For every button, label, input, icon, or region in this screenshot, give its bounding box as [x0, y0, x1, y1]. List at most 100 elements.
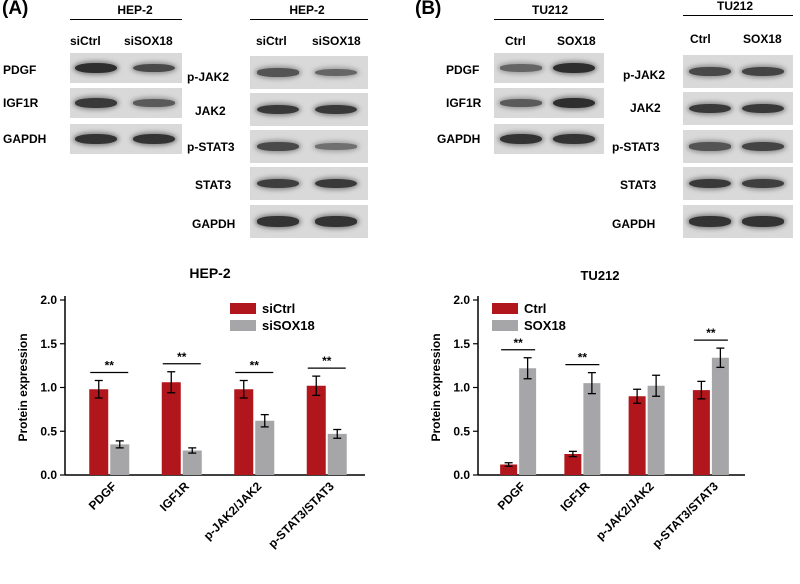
bar-sox18 [519, 368, 537, 475]
blot-strip-pdgf [70, 53, 182, 83]
blot-title-rule [250, 19, 368, 20]
blot-strip-p-stat3 [683, 130, 793, 163]
panel-label-a: (A) [2, 0, 29, 19]
legend-swatch [492, 320, 518, 331]
column-label: siSOX18 [124, 34, 173, 48]
blot-band [689, 178, 731, 189]
significance-marker: ** [177, 350, 187, 364]
y-tick-label: 1.0 [40, 381, 57, 395]
blot-band [315, 178, 357, 189]
blot-band [742, 178, 784, 189]
bar-sox18 [711, 357, 729, 475]
column-label: siSOX18 [312, 34, 361, 48]
bar-sictrl [161, 382, 181, 475]
row-label: p-STAT3 [612, 140, 660, 154]
significance-marker: ** [706, 326, 716, 340]
legend-swatch [230, 303, 256, 314]
bar-ctrl [564, 454, 582, 475]
bar-sictrl [306, 385, 326, 475]
x-tick-label: PDGF [86, 479, 119, 512]
row-label: JAK2 [630, 101, 661, 115]
bar-sisox18 [255, 420, 275, 475]
significance-marker: ** [322, 354, 332, 368]
blot-strip-gapdh [250, 205, 368, 238]
x-tick-label: p-JAK2/JAK2 [593, 479, 657, 543]
blot-strip-p-stat3 [250, 130, 368, 163]
bar-sictrl [89, 389, 109, 475]
y-tick-label: 0.5 [453, 424, 470, 438]
bar-ctrl [628, 396, 646, 475]
bar-sox18 [647, 385, 665, 475]
bar-chart-tu212: 0.0 0.5 1.0 1.5 2.0 Protein expression ** PDGF *… [429, 293, 745, 551]
row-label: p-STAT3 [187, 140, 235, 154]
blot-strip-p-jak2 [683, 55, 793, 88]
row-label: GAPDH [3, 132, 47, 146]
chart-title: HEP-2 [189, 265, 231, 281]
blot-title-rule [683, 15, 793, 16]
blot-strip-gapdh [70, 124, 182, 154]
row-label: IGF1R [446, 96, 482, 110]
y-tick-label: 1.0 [453, 381, 470, 395]
y-tick-label: 1.5 [453, 337, 470, 351]
blot-title: HEP-2 [117, 3, 153, 17]
x-tick-label: p-STAT3/STAT3 [650, 479, 722, 551]
blot-band [75, 133, 117, 145]
blot-band [500, 133, 542, 145]
row-label: JAK2 [195, 104, 226, 118]
row-label: GAPDH [437, 132, 481, 146]
blot-band [689, 103, 731, 114]
blot-band [133, 133, 175, 145]
blot-strip-igf1r [494, 88, 604, 118]
blot-band [257, 178, 299, 189]
row-label: PDGF [3, 63, 37, 77]
row-label: PDGF [446, 63, 480, 77]
row-label: STAT3 [195, 178, 232, 192]
bar-chart-hep2: 0.0 0.5 1.0 1.5 2.0 Protein expression ** PDGF *… [16, 293, 365, 551]
significance-marker: ** [513, 336, 523, 350]
y-tick-label: 1.5 [40, 337, 57, 351]
blot-band [553, 62, 595, 74]
row-label: GAPDH [612, 217, 656, 231]
blot-band [742, 216, 784, 227]
blot-band [257, 104, 299, 115]
blot-band [689, 216, 731, 227]
blot-band [553, 97, 595, 109]
panel-label-b: (B) [415, 0, 442, 19]
blot-title-rule [70, 19, 182, 20]
blot-strip-jak2 [683, 92, 793, 125]
y-axis-label: Protein expression [429, 333, 443, 441]
blot-strip-gapdh [683, 205, 793, 238]
row-label: p-JAK2 [623, 68, 666, 82]
bar-sictrl [234, 389, 254, 475]
legend-swatch [230, 320, 256, 331]
blot-strip-stat3 [250, 167, 368, 200]
row-label: GAPDH [192, 217, 236, 231]
column-label: Ctrl [690, 32, 711, 46]
x-tick-label: IGF1R [157, 479, 192, 514]
x-tick-label: p-STAT3/STAT3 [265, 479, 337, 551]
blot-strip-pdgf [494, 53, 604, 83]
bar-sox18 [583, 383, 601, 475]
row-label: STAT3 [620, 178, 657, 192]
blot-band [742, 103, 784, 114]
blot-strip-stat3 [683, 167, 793, 200]
legend-label: Ctrl [524, 301, 546, 316]
blot-strip-p-jak2 [250, 56, 368, 89]
legend-label: SOX18 [524, 318, 566, 333]
y-tick-label: 0.0 [453, 468, 470, 482]
bar-sisox18 [182, 450, 202, 475]
column-label: siCtrl [256, 34, 287, 48]
bar-ctrl [692, 390, 710, 475]
blot-band [257, 68, 299, 77]
bar-sisox18 [327, 433, 347, 475]
legend-label: siCtrl [262, 301, 295, 316]
blot-band [133, 63, 175, 73]
blot-band [553, 133, 595, 145]
blot-band [257, 216, 299, 227]
significance-marker: ** [578, 351, 588, 365]
blot-band [133, 99, 175, 107]
row-label: p-JAK2 [187, 70, 230, 84]
legend-swatch [492, 303, 518, 314]
column-label: SOX18 [743, 32, 782, 46]
significance-marker: ** [250, 359, 260, 373]
